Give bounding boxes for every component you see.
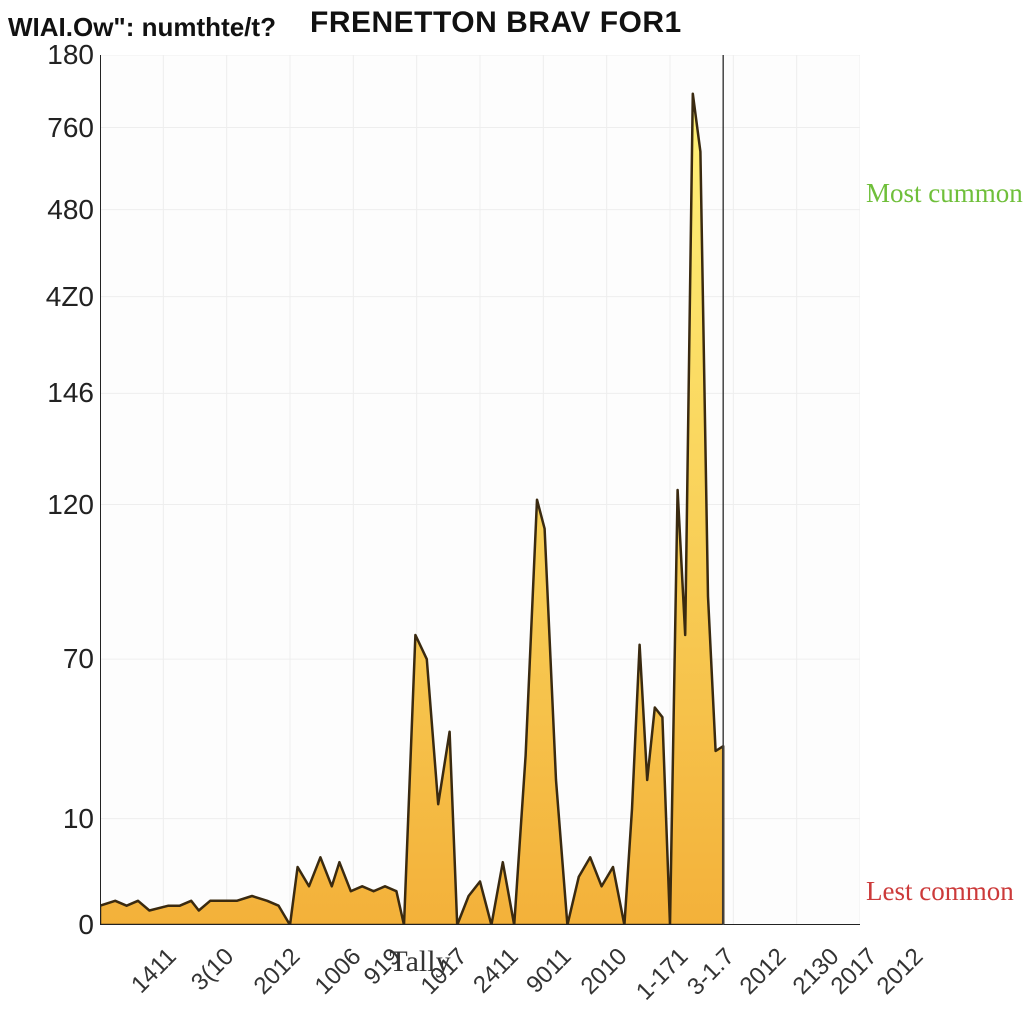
y-tick-label: 120 — [14, 489, 94, 521]
x-tick-label: 1006 — [309, 943, 367, 1001]
plot-area — [100, 55, 860, 925]
x-tick-label: 2012 — [735, 943, 793, 1001]
x-tick-label: 3-1.7 — [682, 943, 740, 1001]
y-tick-label: 760 — [14, 112, 94, 144]
y-tick-label: 480 — [14, 194, 94, 226]
x-tick-label: 1-171 — [631, 943, 694, 1006]
x-tick-label: 1411 — [126, 943, 182, 999]
y-tick-label: 4Z0 — [14, 281, 94, 313]
area-series — [100, 94, 723, 925]
y-tick-label: 0 — [14, 909, 94, 941]
y-tick-label: 70 — [14, 643, 94, 675]
area-chart-svg — [100, 55, 860, 925]
chart-page: WIAI.Ow": numthte/t? FRENETTON BRAV FOR1… — [0, 0, 1024, 1024]
y-tick-label: 146 — [14, 377, 94, 409]
x-tick-label: 2012 — [872, 943, 930, 1001]
x-tick-label: 2411 — [468, 943, 524, 999]
annotation-most-common: Most cummon — [866, 178, 1023, 209]
annotation-least-common: Lest common — [866, 876, 1014, 907]
x-tick-label: 2010 — [575, 943, 633, 1001]
chart-title: FRENETTON BRAV FOR1 — [310, 6, 682, 40]
grid-vertical — [100, 55, 860, 925]
x-tick-label: 2012 — [248, 943, 306, 1001]
x-tick-label: 9011 — [522, 943, 578, 999]
y-tick-label: 10 — [14, 803, 94, 835]
y-tick-label: 180 — [14, 39, 94, 71]
x-tick-label: 3(10 — [186, 943, 240, 997]
